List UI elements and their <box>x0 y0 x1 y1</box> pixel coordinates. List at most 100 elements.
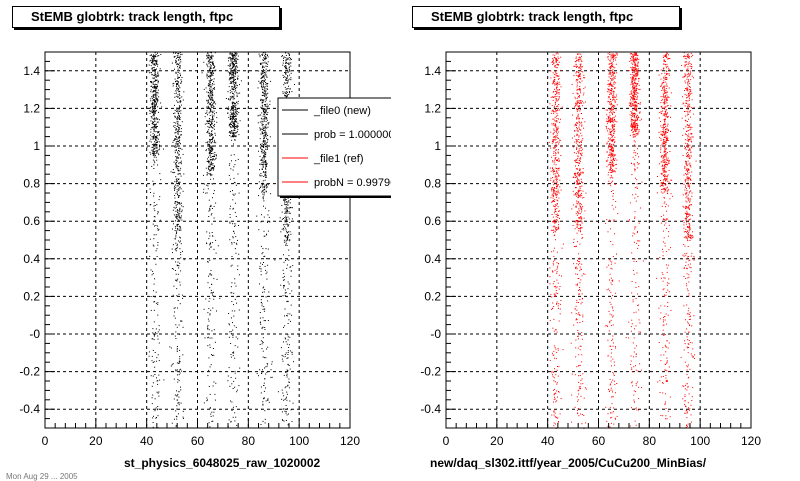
data-point <box>232 119 233 120</box>
data-point <box>173 126 174 127</box>
data-point <box>176 86 177 87</box>
data-point <box>261 123 262 124</box>
data-point <box>236 83 237 84</box>
data-point <box>581 182 582 183</box>
data-point <box>554 412 555 413</box>
data-point <box>554 226 555 227</box>
x-tick-label: 120 <box>340 434 360 448</box>
data-point <box>208 173 209 174</box>
data-point <box>262 303 263 304</box>
data-point <box>558 228 559 229</box>
data-point <box>556 101 557 102</box>
data-point <box>289 222 290 223</box>
data-point <box>583 273 584 274</box>
data-point <box>212 70 213 71</box>
data-point <box>268 124 269 125</box>
data-point <box>260 147 261 148</box>
data-point <box>286 219 287 220</box>
data-point <box>175 152 176 153</box>
data-point <box>232 335 233 336</box>
data-point <box>572 115 573 116</box>
data-point <box>261 302 262 303</box>
data-point <box>261 340 262 341</box>
data-point <box>263 146 264 147</box>
data-point <box>206 231 207 232</box>
data-point <box>560 413 561 414</box>
data-point <box>179 294 180 295</box>
data-point <box>181 134 182 135</box>
data-point <box>610 138 611 139</box>
data-point <box>178 262 179 263</box>
data-point <box>571 208 572 209</box>
data-point <box>153 84 154 85</box>
data-point <box>556 171 557 172</box>
data-point <box>289 75 290 76</box>
x-tick-label: 20 <box>89 434 103 448</box>
data-point <box>210 56 211 57</box>
data-point <box>581 179 582 180</box>
data-point <box>554 106 555 107</box>
data-point <box>608 120 609 121</box>
data-point <box>214 329 215 330</box>
data-point <box>259 369 260 370</box>
data-point <box>581 354 582 355</box>
data-point <box>554 377 555 378</box>
data-point <box>552 182 553 183</box>
data-point <box>289 91 290 92</box>
data-point <box>174 97 175 98</box>
data-point <box>580 380 581 381</box>
data-point <box>180 241 181 242</box>
data-point <box>580 66 581 67</box>
data-point <box>157 72 158 73</box>
data-point <box>175 249 176 250</box>
data-point <box>609 134 610 135</box>
data-point <box>268 123 269 124</box>
data-point <box>558 184 559 185</box>
data-point <box>212 94 213 95</box>
data-point <box>153 224 154 225</box>
data-point <box>157 142 158 143</box>
data-point <box>581 193 582 194</box>
data-point <box>214 111 215 112</box>
data-point <box>261 409 262 410</box>
data-point <box>216 154 217 155</box>
data-point <box>214 101 215 102</box>
data-point <box>179 195 180 196</box>
data-point <box>557 128 558 129</box>
data-point <box>613 56 614 57</box>
data-point <box>578 139 579 140</box>
data-point <box>206 92 207 93</box>
data-point <box>211 159 212 160</box>
data-point <box>230 81 231 82</box>
data-point <box>613 61 614 62</box>
data-point <box>578 130 579 131</box>
data-point <box>616 57 617 58</box>
data-point <box>210 347 211 348</box>
data-point <box>553 261 554 262</box>
data-point <box>179 109 180 110</box>
data-point <box>264 143 265 144</box>
data-point <box>212 163 213 164</box>
data-point <box>286 62 287 63</box>
data-point <box>552 371 553 372</box>
data-point <box>283 63 284 64</box>
data-point <box>580 123 581 124</box>
data-point <box>260 130 261 131</box>
data-point <box>285 224 286 225</box>
data-point <box>579 122 580 123</box>
data-point <box>580 196 581 197</box>
data-point <box>287 245 288 246</box>
data-point <box>155 86 156 87</box>
data-point <box>611 88 612 89</box>
data-point <box>575 61 576 62</box>
data-point <box>261 271 262 272</box>
data-point <box>153 362 154 363</box>
data-point <box>555 231 556 232</box>
data-point <box>284 208 285 209</box>
data-point <box>180 361 181 362</box>
data-point <box>263 69 264 70</box>
data-point <box>233 194 234 195</box>
data-point <box>581 125 582 126</box>
data-point <box>286 341 287 342</box>
data-point <box>158 112 159 113</box>
